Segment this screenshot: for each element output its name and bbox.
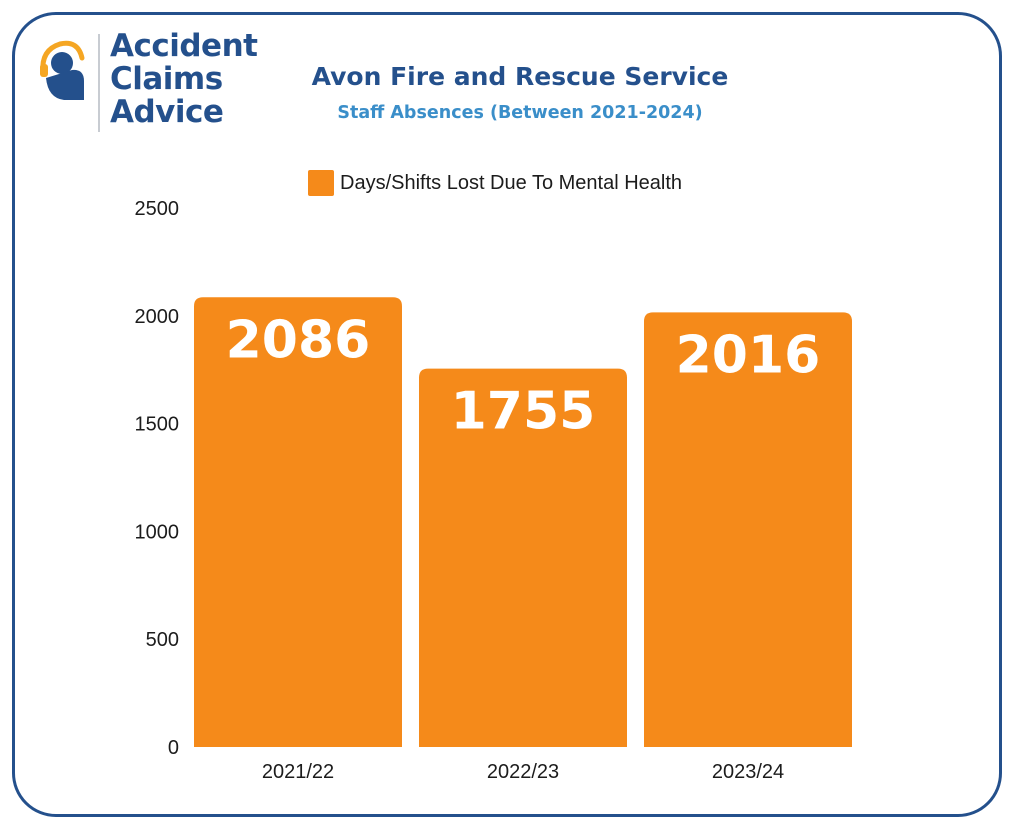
y-tick-label: 1500 [135, 414, 180, 436]
x-tick-label: 2022/23 [487, 761, 559, 783]
brand-line-3: Advice [110, 94, 224, 130]
y-tick-label: 1000 [135, 521, 180, 543]
brand-line-1: Accident [110, 28, 258, 64]
chart-legend: Days/Shifts Lost Due To Mental Health [308, 170, 682, 196]
x-axis: 2021/22 2022/23 2023/24 [262, 761, 784, 783]
y-tick-label: 500 [146, 629, 179, 651]
brand-line-2: Claims [110, 61, 223, 97]
headset-person-icon [40, 40, 85, 100]
brand-logo: Accident Claims Advice [38, 30, 268, 134]
legend-label: Days/Shifts Lost Due To Mental Health [340, 171, 683, 194]
chart-title: Avon Fire and Rescue Service [311, 62, 729, 91]
data-label: 2016 [676, 325, 821, 385]
x-tick-label: 2021/22 [262, 761, 334, 783]
logo-divider [98, 34, 100, 132]
x-tick-label: 2023/24 [712, 761, 784, 783]
bar-2022-23 [419, 368, 627, 747]
y-tick-label: 2500 [135, 198, 180, 220]
y-tick-label: 2000 [135, 306, 180, 328]
data-labels: 2086 1755 2016 [226, 310, 821, 441]
bar-2021-22 [194, 297, 402, 747]
brand-wordmark: Accident Claims Advice [110, 28, 258, 130]
y-tick-label: 0 [168, 737, 179, 759]
bar-2023-24 [644, 312, 852, 747]
data-label: 2086 [226, 310, 371, 370]
legend-swatch [308, 170, 334, 196]
bars [194, 297, 852, 747]
data-label: 1755 [451, 382, 596, 442]
y-axis: 0 500 1000 1500 2000 2500 [135, 198, 180, 759]
chart-subtitle: Staff Absences (Between 2021-2024) [337, 103, 703, 123]
